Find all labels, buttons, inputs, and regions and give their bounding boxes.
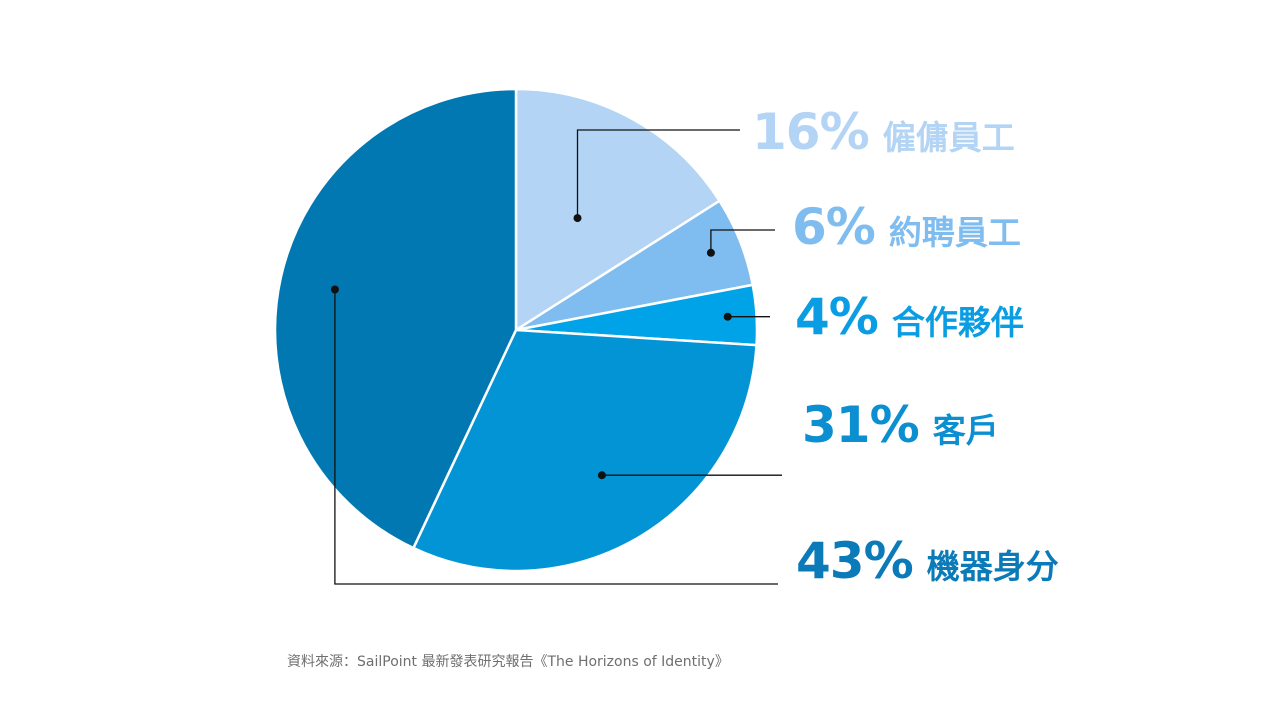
leader-dot-3	[723, 312, 732, 321]
slice-percent-5: 43%	[796, 532, 913, 590]
slice-label-3: 合作夥伴	[892, 303, 1024, 342]
source-note: 資料來源：SailPoint 最新發表研究報告《The Horizons of …	[287, 654, 729, 670]
callout-label-4: 31% 客戶	[802, 396, 999, 454]
slice-percent-4: 31%	[802, 396, 919, 454]
slice-percent-1: 16%	[752, 103, 869, 161]
callout-label-2: 6% 約聘員工	[792, 198, 1021, 256]
pie-slice-1	[514, 87, 722, 333]
pie-slices	[273, 87, 759, 573]
leader-dot-5	[330, 285, 339, 294]
slice-percent-3: 4%	[795, 288, 878, 346]
callout-label-5: 43% 機器身分	[796, 532, 1059, 590]
leader-dot-1	[573, 214, 582, 223]
leader-line-1	[576, 129, 740, 219]
slice-label-5: 機器身分	[927, 547, 1059, 586]
leader-line-5	[334, 289, 778, 585]
slice-percent-2: 6%	[792, 198, 875, 256]
leader-lines	[330, 129, 782, 585]
leader-line-2	[710, 229, 775, 253]
leader-dot-2	[706, 248, 715, 257]
leader-dot-4	[597, 471, 606, 480]
callout-label-3: 4% 合作夥伴	[795, 288, 1024, 346]
callout-label-1: 16% 僱傭員工	[752, 103, 1015, 161]
slice-label-1: 僱傭員工	[883, 118, 1015, 157]
slice-label-2: 約聘員工	[889, 213, 1021, 252]
callout-labels: 16% 僱傭員工 6% 約聘員工 4% 合作夥伴 31% 客戶 43% 機器身分	[752, 103, 1059, 590]
slice-label-4: 客戶	[933, 411, 999, 450]
pie-slice-4	[411, 328, 758, 573]
